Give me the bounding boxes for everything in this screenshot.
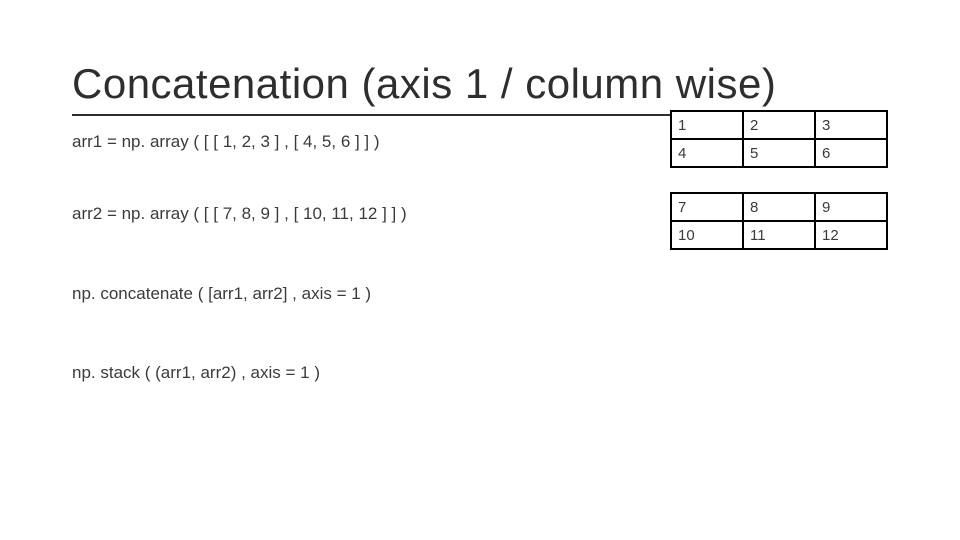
code-line-arr2: arr2 = np. array ( [ [ 7, 8, 9 ] , [ 10,… <box>72 202 512 226</box>
table-cell: 5 <box>743 139 815 167</box>
code-column: arr1 = np. array ( [ [ 1, 2, 3 ] , [ 4, … <box>72 130 512 385</box>
table-cell: 11 <box>743 221 815 249</box>
table-cell: 9 <box>815 193 887 221</box>
table-cell: 8 <box>743 193 815 221</box>
page-title: Concatenation (axis 1 / column wise) <box>72 60 888 116</box>
table-cell: 6 <box>815 139 887 167</box>
table-cell: 10 <box>671 221 743 249</box>
table-cell: 3 <box>815 111 887 139</box>
table-row: 10 11 12 <box>671 221 887 249</box>
table-cell: 7 <box>671 193 743 221</box>
array-table-1: 1 2 3 4 5 6 <box>670 110 888 168</box>
table-cell: 1 <box>671 111 743 139</box>
table-row: 1 2 3 <box>671 111 887 139</box>
code-line-arr1: arr1 = np. array ( [ [ 1, 2, 3 ] , [ 4, … <box>72 130 512 154</box>
array-table-2: 7 8 9 10 11 12 <box>670 192 888 250</box>
code-line-stack: np. stack ( (arr1, arr2) , axis = 1 ) <box>72 361 512 385</box>
slide-root: Concatenation (axis 1 / column wise) arr… <box>0 0 960 540</box>
table-cell: 4 <box>671 139 743 167</box>
table-row: 7 8 9 <box>671 193 887 221</box>
table-cell: 2 <box>743 111 815 139</box>
table-row: 4 5 6 <box>671 139 887 167</box>
code-line-concat: np. concatenate ( [arr1, arr2] , axis = … <box>72 282 512 306</box>
table-cell: 12 <box>815 221 887 249</box>
